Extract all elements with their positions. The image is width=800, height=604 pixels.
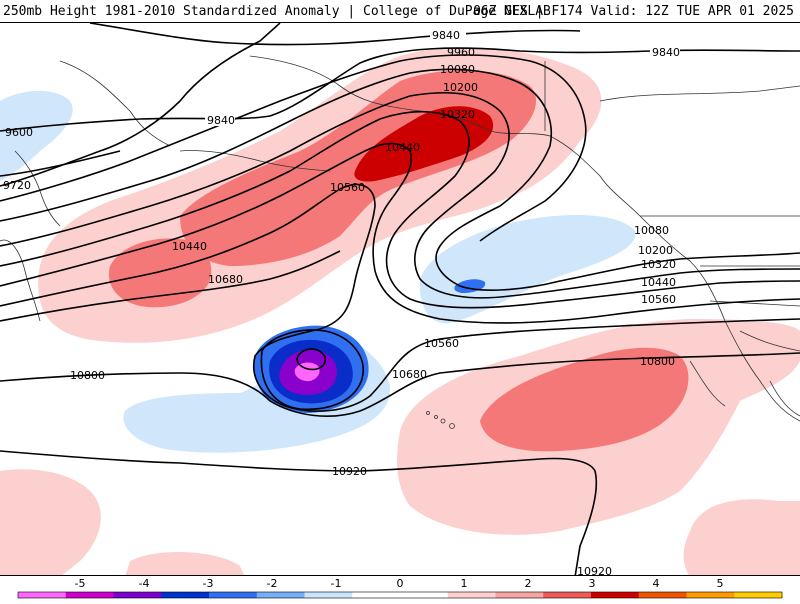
map-canvas: 9840 9960 10080 10200 10320 10440 10560 … [0, 23, 800, 576]
colorbar-canvas: -5 -4 -3 -2 -1 0 1 2 3 4 5 [17, 577, 783, 599]
label-10440-top: 10440 [385, 141, 420, 154]
pink-blob-se-corner [683, 499, 800, 575]
contour-10920 [0, 450, 598, 575]
colorbar-swatch [352, 592, 401, 598]
red-blob-west [108, 238, 212, 308]
colorbar-swatch [161, 592, 210, 598]
label-10560-mid: 10560 [424, 337, 459, 350]
label-10200-top: 10200 [443, 81, 478, 94]
colorbar-swatch [256, 592, 305, 598]
contour-10560 [0, 183, 800, 412]
label-10680-mid: 10680 [392, 368, 427, 381]
colorbar-swatch [734, 592, 783, 598]
label-9720: 9720 [3, 179, 31, 192]
dark-red-core-alaska [354, 106, 494, 182]
title-bar: 250mb Height 1981-2010 Standardized Anom… [0, 0, 800, 22]
colorbar-tick-label: 3 [589, 577, 596, 590]
contour-10440 [0, 142, 800, 324]
pink-blob-south [125, 552, 245, 575]
colorbar-swatch [65, 592, 114, 598]
contour-10800 [0, 352, 800, 417]
colorbar-tick-label: -4 [139, 577, 150, 590]
colorbar-tick-label: 5 [717, 577, 724, 590]
contour-9720 [0, 23, 281, 187]
label-10680-left: 10680 [208, 273, 243, 286]
colorbar-tick-label: -5 [75, 577, 86, 590]
contour-10680-low [260, 329, 364, 411]
label-9960: 9960 [447, 46, 475, 59]
colorbar-swatch [543, 592, 592, 598]
label-9840-top: 9840 [432, 29, 460, 42]
label-9840-right: 9840 [652, 46, 680, 59]
contour-labels: 9840 9960 10080 10200 10320 10440 10560 … [3, 29, 680, 576]
label-10440-left: 10440 [172, 240, 207, 253]
positive-anomaly-strong [354, 106, 494, 182]
contour-9960 [0, 54, 587, 242]
colorbar-swatch [304, 592, 353, 598]
colorbar-swatch [591, 592, 640, 598]
pink-blob-sw-corner [0, 469, 101, 575]
label-10320-top: 10320 [440, 108, 475, 121]
hawaii-islands [426, 411, 455, 429]
colorbar-outline [17, 591, 783, 599]
label-10560-right: 10560 [641, 293, 676, 306]
contour-9600 [0, 150, 121, 177]
colorbar-swatch [18, 592, 67, 598]
contour-10200 [0, 91, 800, 299]
blue-band-east-pacific [419, 215, 636, 324]
colorbar-tick-label: 1 [461, 577, 468, 590]
label-10200-right: 10200 [638, 244, 673, 257]
contour-10680-west [0, 250, 341, 322]
colorbar-swatch [686, 592, 735, 598]
colorbar-swatch [495, 592, 544, 598]
contour-low-center [296, 348, 327, 371]
contour-10080 [0, 68, 800, 291]
contour-10320 [0, 110, 800, 309]
label-9840-left: 9840 [207, 114, 235, 127]
colorbar-swatch [638, 592, 687, 598]
label-10800-left: 10800 [70, 369, 105, 382]
colorbar-swatch [447, 592, 496, 598]
map-panel: 9840 9960 10080 10200 10320 10440 10560 … [0, 22, 800, 576]
label-9600: 9600 [5, 126, 33, 139]
colorbar-tick-label: -2 [267, 577, 278, 590]
colorbar-tick-label: 2 [525, 577, 532, 590]
label-10800-right: 10800 [640, 355, 675, 368]
colorbar-swatch [400, 592, 449, 598]
label-10920-mid: 10920 [332, 465, 367, 478]
label-10080-top: 10080 [440, 63, 475, 76]
magenta-low-center [294, 362, 320, 382]
blue-blob-northwest [0, 90, 73, 181]
height-contours [0, 23, 800, 575]
model-run-info: 06Z GFS | F174 Valid: 12Z TUE APR 01 202… [473, 4, 794, 19]
label-10440-right: 10440 [641, 276, 676, 289]
label-10560-top: 10560 [330, 181, 365, 194]
red-blob-southeast [480, 347, 689, 452]
label-10920-bottom: 10920 [577, 565, 612, 576]
colorbar-swatch [209, 592, 258, 598]
negative-anomaly-strong [279, 349, 337, 395]
map-title: 250mb Height 1981-2010 Standardized Anom… [3, 4, 551, 19]
contour-9840-north [89, 23, 581, 46]
colorbar-swatch [113, 592, 162, 598]
anomaly-colorbar: -5 -4 -3 -2 -1 0 1 2 3 4 5 [0, 576, 800, 600]
colorbar-tick-label: -3 [203, 577, 214, 590]
colorbar-tick-label: 4 [653, 577, 660, 590]
label-10320-right: 10320 [641, 258, 676, 271]
colorbar-tick-label: -1 [331, 577, 342, 590]
colorbar-tick-label: 0 [397, 577, 404, 590]
label-10080-right: 10080 [634, 224, 669, 237]
